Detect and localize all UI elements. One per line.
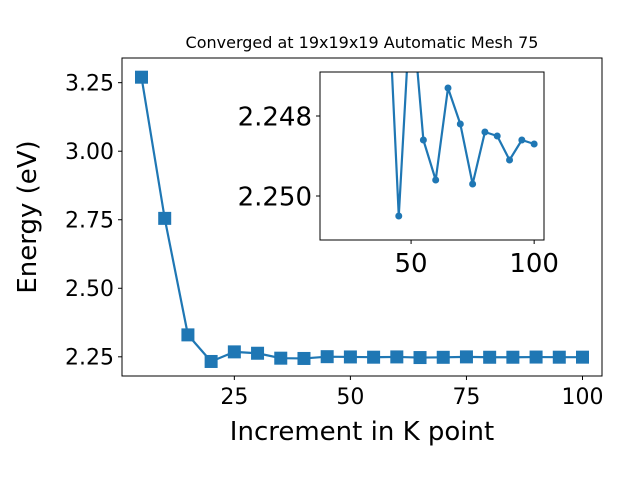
inset-y-tick-label: 2.248 — [238, 102, 312, 132]
main-y-axis: 2.25 2.50 2.75 3.00 3.25 — [65, 72, 122, 371]
inset-y-axis: 2.248 2.250 — [238, 102, 320, 212]
main-data-point — [343, 350, 357, 364]
main-data-point — [413, 351, 427, 365]
main-data-point — [297, 351, 311, 365]
x-axis-label: Increment in K point — [230, 417, 494, 447]
main-y-tick-label: 2.25 — [65, 346, 114, 371]
main-data-point — [552, 350, 566, 364]
main-data-point — [483, 350, 497, 364]
inset-plot-frame — [319, 71, 545, 241]
main-y-tick-label: 2.50 — [65, 277, 114, 302]
main-data-point — [459, 350, 473, 364]
main-data-point — [134, 70, 148, 84]
inset-data-point — [506, 156, 514, 164]
main-data-point — [204, 354, 218, 368]
inset-data-point — [432, 176, 440, 184]
main-y-tick-label: 2.75 — [65, 209, 114, 234]
inset-background — [320, 72, 544, 240]
main-x-tick-label: 25 — [220, 385, 248, 410]
inset-x-tick-label: 50 — [395, 249, 428, 279]
inset-data-point — [395, 212, 403, 220]
inset-x-axis: 50 100 — [395, 240, 559, 279]
inset-y-tick-label: 2.250 — [238, 182, 312, 212]
inset-data-point — [456, 120, 464, 128]
main-data-point — [436, 350, 450, 364]
inset-data-point — [481, 128, 489, 136]
main-data-point — [181, 328, 195, 342]
main-data-point — [506, 350, 520, 364]
main-x-tick-label: 100 — [562, 385, 604, 410]
main-x-tick-label: 50 — [336, 385, 364, 410]
inset-series — [390, 72, 538, 220]
main-data-point — [227, 345, 241, 359]
main-y-tick-label: 3.00 — [65, 140, 114, 165]
main-data-point — [158, 211, 172, 225]
inset-data-point — [530, 140, 538, 148]
inset-data-point — [419, 136, 427, 144]
main-x-tick-label: 75 — [452, 385, 480, 410]
y-axis-label: Energy (eV) — [13, 140, 43, 293]
main-data-point — [367, 350, 381, 364]
main-data-point — [251, 346, 265, 360]
main-data-point — [529, 350, 543, 364]
inset-data-point — [444, 84, 452, 92]
main-data-point — [274, 351, 288, 365]
main-data-point — [390, 350, 404, 364]
inset-x-tick-label: 100 — [509, 249, 559, 279]
main-y-tick-label: 3.25 — [65, 72, 114, 97]
main-x-axis: 25 50 75 100 — [220, 376, 604, 410]
main-data-point — [320, 350, 334, 364]
chart-title: Converged at 19x19x19 Automatic Mesh 75 — [186, 33, 539, 52]
inset-data-point — [493, 132, 501, 140]
inset-data-point — [469, 180, 477, 188]
inset-data-point — [518, 136, 526, 144]
main-plot-frame — [121, 57, 603, 377]
main-data-point — [576, 350, 590, 364]
main-series — [134, 70, 590, 368]
